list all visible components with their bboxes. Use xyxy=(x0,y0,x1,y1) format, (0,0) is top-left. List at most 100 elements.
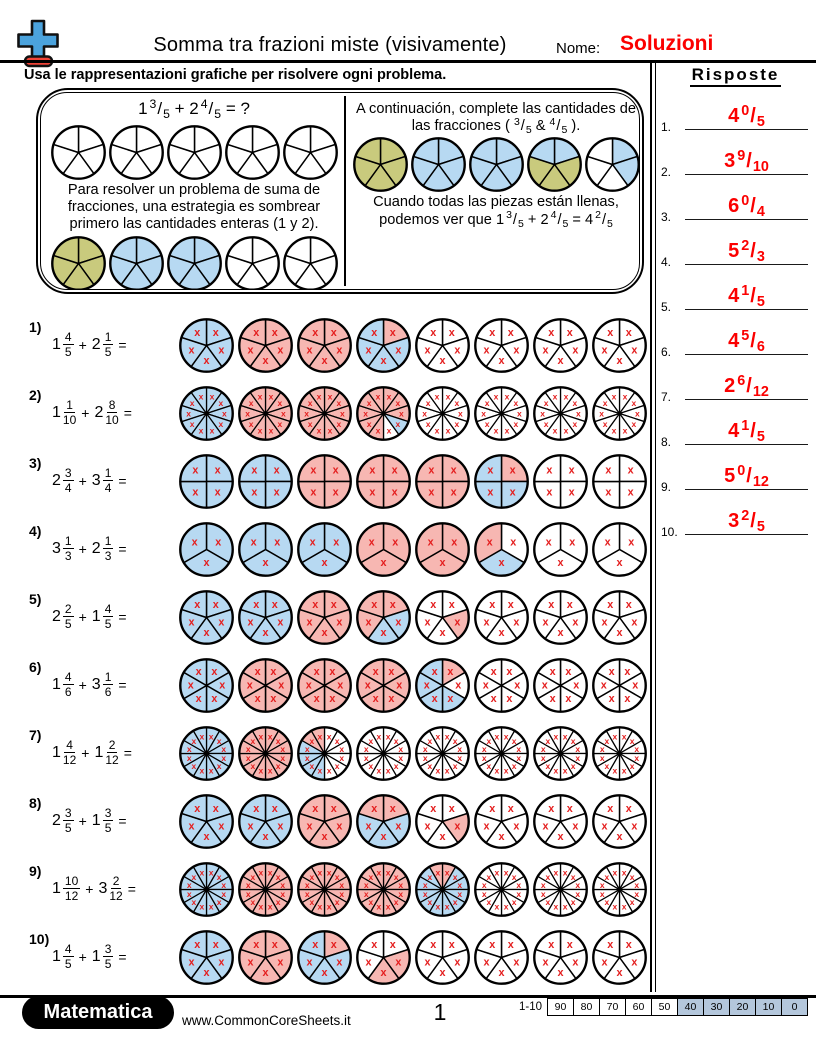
x-mark: x xyxy=(388,666,394,678)
x-mark: x xyxy=(484,616,490,628)
problem-row: 9) 1 10 12 +3 2 12 = x x x x x x x x x x x x x x x x x x x x x x x x x x x… xyxy=(0,856,652,924)
x-mark: x xyxy=(567,803,573,815)
x-mark: x xyxy=(482,744,487,754)
x-mark: x xyxy=(377,731,382,741)
answer-value: 6 0/4 xyxy=(685,193,808,221)
x-mark: x xyxy=(331,803,337,815)
x-mark: x xyxy=(398,880,403,890)
x-mark: x xyxy=(454,344,460,356)
x-mark: x xyxy=(554,731,559,741)
answer-line xyxy=(685,174,808,175)
x-mark: x xyxy=(495,731,500,741)
x-mark: x xyxy=(548,939,554,951)
x-mark: x xyxy=(428,736,433,746)
x-mark: x xyxy=(453,872,458,882)
fraction-circle: xxx xyxy=(533,522,588,577)
x-mark: x xyxy=(314,693,320,705)
x-mark: x xyxy=(428,537,434,549)
fraction-circle xyxy=(224,125,280,180)
problem-row: 5) 2 2 5 +1 4 5 = x x x x x x x x x x x x x x x x x x x x x x x x x x x x x x… xyxy=(0,584,652,652)
fraction-circle xyxy=(50,125,106,180)
mixed-number: 1 1 10 xyxy=(52,398,77,427)
x-mark: x xyxy=(209,902,214,912)
x-mark: x xyxy=(482,889,487,899)
x-mark: x xyxy=(199,392,204,402)
x-mark: x xyxy=(423,744,428,754)
mixed-number: 5 0/12 xyxy=(724,462,769,491)
x-mark: x xyxy=(603,419,608,429)
x-mark: x xyxy=(451,464,457,476)
problem-label: 1) xyxy=(29,319,42,335)
x-mark: x xyxy=(504,731,509,741)
x-mark: x xyxy=(213,939,219,951)
x-mark: x xyxy=(251,761,256,771)
answer-row: 1. 4 0/5 xyxy=(659,93,812,138)
x-mark: x xyxy=(436,902,441,912)
equals-sign: = xyxy=(118,473,127,489)
problem-label: 4) xyxy=(29,523,42,539)
x-mark: x xyxy=(436,731,441,741)
x-mark: x xyxy=(329,666,335,678)
fraction-circle xyxy=(166,235,222,289)
x-mark: x xyxy=(553,425,558,435)
mixed-number: 1 2 12 xyxy=(94,738,119,767)
x-mark: x xyxy=(259,766,264,776)
x-mark: x xyxy=(340,409,345,419)
answer-number: 3. xyxy=(661,210,672,224)
x-mark: x xyxy=(199,425,204,435)
x-mark: x xyxy=(327,766,332,776)
x-mark: x xyxy=(194,803,200,815)
x-mark: x xyxy=(457,744,462,754)
mixed-number: 2 8 10 xyxy=(94,398,119,427)
mixed-number: 3 2 12 xyxy=(98,874,123,903)
x-mark: x xyxy=(305,880,310,890)
x-mark: x xyxy=(312,939,318,951)
x-mark: x xyxy=(632,419,637,429)
answer-line xyxy=(685,534,808,535)
mixed-number: 4 5/6 xyxy=(728,327,765,356)
answer-line xyxy=(685,309,808,310)
problem-expression: 1 4 12 +1 2 12 = xyxy=(52,720,132,786)
x-mark: x xyxy=(447,666,453,678)
answer-number: 6. xyxy=(661,345,672,359)
x-mark: x xyxy=(278,398,283,408)
mixed-number: 3 9/10 xyxy=(724,147,769,176)
footer-rule xyxy=(0,995,816,998)
score-cell: 60 xyxy=(626,998,652,1016)
equals-sign: = xyxy=(118,337,127,353)
x-mark: x xyxy=(337,419,342,429)
answers-heading: Risposte xyxy=(659,65,812,87)
score-cell: 10 xyxy=(756,998,782,1016)
plus-sign: + xyxy=(78,337,87,353)
problem-label: 9) xyxy=(29,863,42,879)
x-mark: x xyxy=(546,464,552,476)
x-mark: x xyxy=(454,616,460,628)
x-mark: x xyxy=(630,736,635,746)
x-mark: x xyxy=(557,831,563,843)
answer-line xyxy=(685,219,808,220)
x-mark: x xyxy=(268,867,273,877)
x-mark: x xyxy=(200,766,205,776)
x-mark: x xyxy=(453,761,458,771)
x-mark: x xyxy=(495,766,500,776)
x-mark: x xyxy=(390,939,396,951)
x-mark: x xyxy=(624,666,630,678)
x-mark: x xyxy=(251,872,256,882)
x-mark: x xyxy=(426,419,431,429)
x-mark: x xyxy=(546,897,551,907)
x-mark: x xyxy=(607,327,613,339)
x-mark: x xyxy=(505,392,510,402)
